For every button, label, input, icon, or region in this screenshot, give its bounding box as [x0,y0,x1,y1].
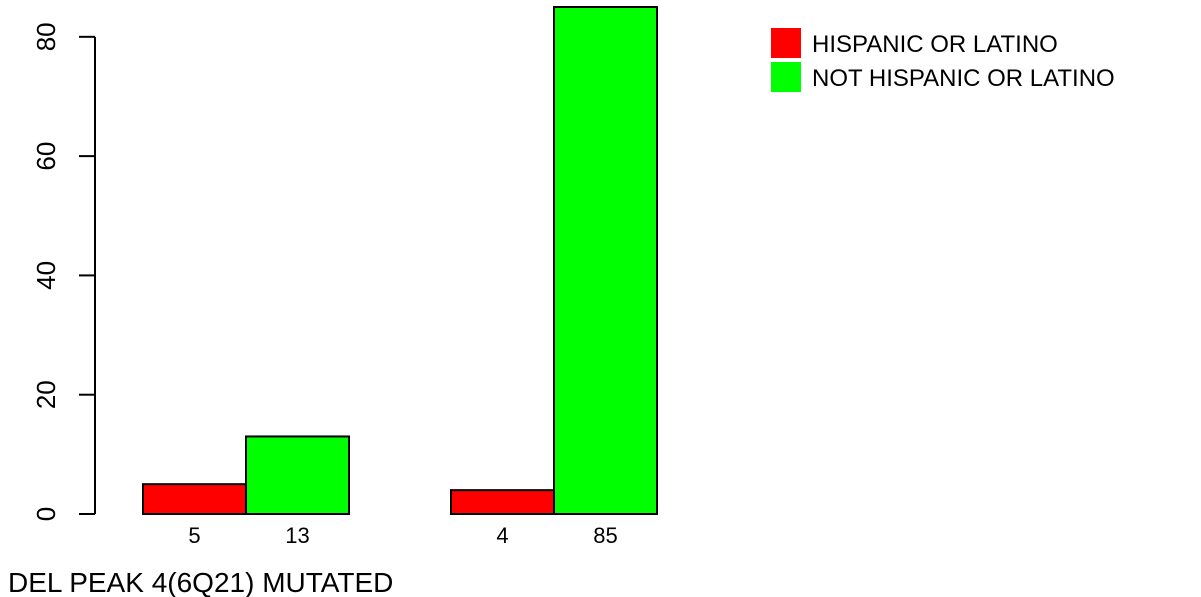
y-tick-label: 60 [31,142,61,171]
bar-value-label: 13 [285,523,309,548]
legend-label: NOT HISPANIC OR LATINO [812,65,1115,92]
y-tick-label: 40 [31,261,61,290]
bar-value-labels: 5 13 4 85 [188,523,617,548]
y-tick-label: 0 [31,507,61,521]
bar [553,6,658,515]
bar [450,489,555,515]
x-axis-label: DEL PEAK 4(6Q21) MUTATED [8,567,393,597]
bar [245,435,350,516]
legend-label: HISPANIC OR LATINO [812,31,1058,58]
y-tick-label: 80 [31,22,61,51]
bar-value-label: 85 [593,523,617,548]
bar-value-label: 5 [188,523,200,548]
y-axis: 0 20 40 60 80 [31,22,96,521]
y-tick-label: 20 [31,380,61,409]
bars [142,6,658,516]
legend-swatch [771,28,801,58]
bar-value-label: 4 [496,523,508,548]
legend-swatch [771,62,801,92]
legend: HISPANIC OR LATINO NOT HISPANIC OR LATINO [771,28,1115,92]
bar [142,483,247,516]
